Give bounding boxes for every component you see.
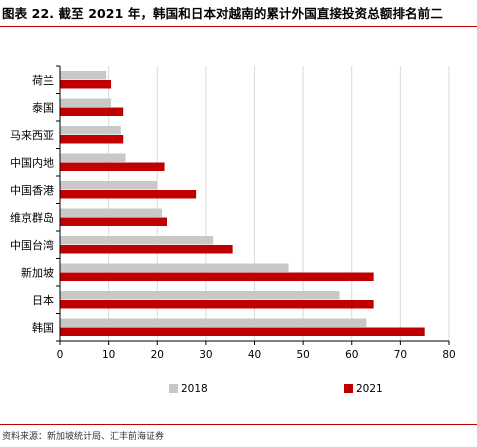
x-tick-label: 80 <box>442 349 455 361</box>
source-note: 资料来源：新加坡统计局、汇丰前海证券 <box>2 432 165 442</box>
bar-2018 <box>60 263 289 272</box>
bar-2018 <box>60 318 367 327</box>
legend-item-2021-swatch <box>344 384 353 393</box>
legend: 2018 2021 <box>169 383 383 395</box>
x-tick-label: 50 <box>296 349 309 361</box>
bar-2021 <box>60 135 124 144</box>
chart-title: 图表 22. 截至 2021 年，韩国和日本对越南的累计外国直接投资总额排名前二 <box>2 6 443 21</box>
bar-2018 <box>60 181 158 190</box>
bar-2021 <box>60 327 425 336</box>
bar-2018 <box>60 291 340 300</box>
category-label: 日本 <box>32 293 54 307</box>
bar-2018 <box>60 71 107 80</box>
bar-chart: 0 10 20 30 40 50 60 70 80 荷兰泰国马来西亚中国内地中国香港维京群岛中国台… <box>10 65 456 395</box>
category-label: 泰国 <box>32 100 54 114</box>
legend-item-2018-label: 2018 <box>181 383 208 395</box>
x-tick-label: 20 <box>151 349 164 361</box>
bar-2021 <box>60 80 112 89</box>
category-label: 马来西亚 <box>10 129 54 142</box>
x-tick-label: 10 <box>102 349 115 361</box>
bar-2018 <box>60 98 112 107</box>
category-label: 中国台湾 <box>10 238 54 252</box>
x-tick-label: 30 <box>199 349 212 361</box>
x-tick-label: 40 <box>248 349 261 361</box>
x-tick-label: 0 <box>57 349 64 361</box>
axes-group: 0 10 20 30 40 50 60 70 80 荷兰泰国马来西亚中国内地中国香港维京群岛中国台… <box>10 65 456 361</box>
x-tick-label: 70 <box>394 349 407 361</box>
title-divider <box>0 26 477 27</box>
bar-2021 <box>60 272 374 281</box>
bar-2021 <box>60 217 167 226</box>
bar-2021 <box>60 107 124 116</box>
category-label: 新加坡 <box>21 265 54 279</box>
bars-group <box>60 71 425 336</box>
category-label: 韩国 <box>32 320 54 334</box>
legend-item-2021-label: 2021 <box>356 383 383 395</box>
category-label: 维京群岛 <box>10 210 54 224</box>
bar-2021 <box>60 300 374 309</box>
category-label: 荷兰 <box>32 74 54 87</box>
bar-2021 <box>60 162 165 171</box>
footer-divider <box>0 424 477 425</box>
category-label: 中国内地 <box>10 155 54 169</box>
bar-2018 <box>60 153 126 162</box>
bar-2018 <box>60 236 214 245</box>
bar-2018 <box>60 126 121 135</box>
bar-2021 <box>60 190 197 199</box>
bar-2021 <box>60 245 233 254</box>
grid-lines <box>108 66 450 341</box>
x-tick-label: 60 <box>345 349 358 361</box>
legend-item-2018-swatch <box>169 384 178 393</box>
bar-2018 <box>60 208 163 217</box>
category-label: 中国香港 <box>10 184 54 197</box>
